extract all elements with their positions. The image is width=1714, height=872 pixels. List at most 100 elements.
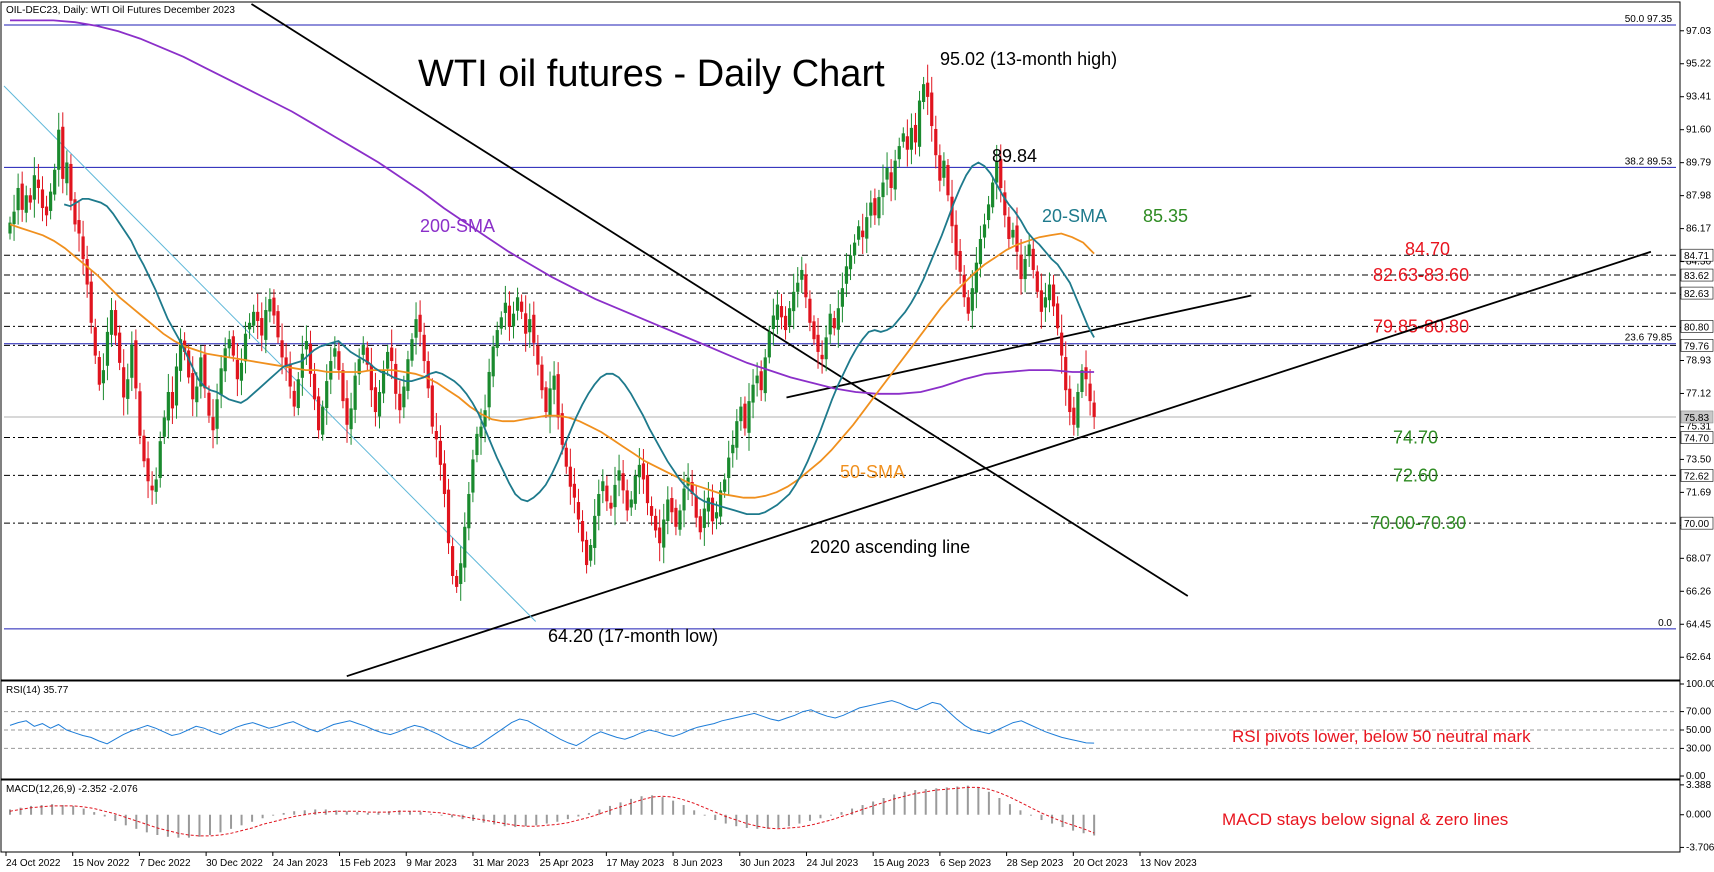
candle-body: [641, 463, 646, 480]
candle-body: [28, 195, 32, 203]
candle-body: [446, 489, 451, 544]
candle-body: [840, 288, 844, 307]
candle-body: [130, 344, 134, 378]
candle-body: [820, 354, 824, 360]
candle-body: [89, 281, 93, 323]
date-label: 20 Oct 2023: [1073, 858, 1128, 869]
price-tick-label: 95.22: [1686, 59, 1711, 70]
candle-body: [296, 379, 300, 409]
candle-body: [438, 440, 443, 465]
candle-body: [954, 224, 958, 256]
candle-body: [889, 172, 893, 188]
rsi-tick-label: 0.00: [1686, 771, 1706, 782]
candle-body: [1023, 259, 1027, 280]
current-price-box: [1680, 410, 1714, 424]
date-label: 30 Dec 2022: [206, 858, 263, 869]
candle-body: [532, 314, 536, 343]
chart-title: WTI oil futures - Daily Chart: [418, 53, 885, 95]
candle-body: [325, 381, 329, 409]
candle-body: [231, 336, 235, 356]
candle-body: [926, 82, 930, 97]
candle-body: [101, 370, 105, 384]
candle-body: [109, 310, 114, 335]
candle-body: [658, 527, 662, 544]
rsi-tick-label: 100.00: [1686, 679, 1714, 690]
price-tick-label: 97.03: [1686, 26, 1711, 37]
macd-tick-label: 0.000: [1686, 810, 1711, 821]
candle-body: [909, 127, 914, 150]
candle-body: [219, 368, 223, 395]
candle-body: [1035, 271, 1039, 292]
rsi-line: [9, 700, 1095, 749]
candle-body: [154, 479, 158, 492]
level-tag-2: 82.63: [1684, 289, 1709, 300]
candle-body: [162, 417, 166, 437]
candle-body: [771, 315, 775, 329]
date-label: 17 May 2023: [606, 858, 664, 869]
candle-body: [166, 392, 170, 421]
date-label: 28 Sep 2023: [1007, 858, 1064, 869]
rsi-tick-label: 50.00: [1686, 725, 1711, 736]
price-tick-label: 75.31: [1686, 421, 1711, 432]
candle-body: [540, 364, 544, 391]
candle-body: [483, 410, 487, 427]
candle-body: [235, 359, 239, 380]
candle-body: [751, 384, 755, 403]
annotation-trendline: 2020 ascending line: [810, 537, 970, 557]
candle-body: [73, 199, 77, 225]
candle-body: [1027, 244, 1031, 257]
candle-body: [49, 191, 53, 211]
level-tag-box: [1680, 268, 1714, 282]
candle-body: [593, 515, 597, 548]
candle-body: [1068, 388, 1072, 413]
level-text-6: 72.60: [1393, 465, 1438, 485]
price-tick-label: 73.50: [1686, 454, 1711, 465]
candle-body: [12, 211, 16, 225]
candle-body: [654, 515, 658, 531]
macd-indicator: 3.388 0.000 -3.706: [9, 780, 1714, 853]
price-tick-label: 87.98: [1686, 191, 1711, 202]
candle-body: [832, 318, 836, 329]
candle-body: [1060, 332, 1064, 356]
candle-body: [877, 197, 881, 219]
candle-body: [36, 179, 41, 188]
candle-body: [1088, 383, 1092, 402]
candle-body: [584, 539, 589, 566]
candle-body: [450, 546, 455, 576]
candle-body: [783, 315, 788, 331]
candle-body: [520, 301, 524, 312]
candle-body: [85, 259, 89, 285]
candle-body: [268, 299, 272, 312]
candle-body: [199, 357, 203, 387]
candle-body: [857, 226, 861, 240]
candle-body: [1007, 216, 1011, 239]
annotation-sma200: 200-SMA: [420, 216, 495, 236]
candle-body: [284, 357, 288, 367]
candle-body: [710, 497, 715, 522]
candle-body: [264, 310, 268, 340]
candle-body: [897, 146, 901, 160]
candle-body: [755, 375, 759, 384]
candle-body: [852, 242, 857, 256]
candle-body: [390, 347, 394, 362]
candle-body: [308, 343, 313, 374]
price-tick-label: 66.26: [1686, 586, 1711, 597]
candle-body: [674, 507, 678, 527]
candle-body: [414, 319, 418, 338]
candle-body: [211, 417, 215, 431]
level-text-7: 70.00-70.30: [1370, 513, 1466, 533]
annotation-sma50: 50-SMA: [840, 462, 905, 482]
candle-body: [727, 457, 731, 478]
candle-body: [694, 495, 698, 518]
candle-body: [113, 310, 118, 336]
candle-body: [1076, 392, 1080, 428]
candle-body: [824, 337, 828, 360]
candle-body: [158, 441, 162, 478]
candle-body: [560, 413, 564, 445]
date-axis: 24 Oct 2022 15 Nov 2022 7 Dec 2022 30 Dec 2…: [5, 852, 1197, 869]
moving-averages: [9, 19, 1095, 515]
candle-body: [962, 274, 966, 298]
price-tick-label: 89.79: [1686, 158, 1711, 169]
candle-body: [649, 506, 654, 516]
candle-body: [731, 444, 735, 454]
